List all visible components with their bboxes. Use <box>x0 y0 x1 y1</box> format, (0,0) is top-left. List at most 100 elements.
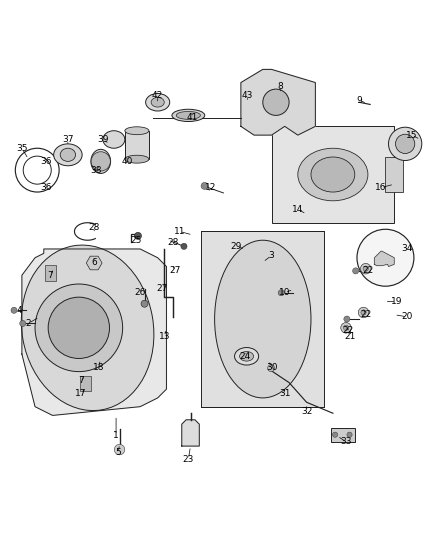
Text: 15: 15 <box>406 131 417 140</box>
Text: 26: 26 <box>134 288 146 297</box>
Bar <box>385 157 403 192</box>
Circle shape <box>343 325 349 330</box>
Text: 22: 22 <box>360 310 371 319</box>
Polygon shape <box>241 69 315 135</box>
Ellipse shape <box>60 148 76 161</box>
Text: 6: 6 <box>91 257 97 266</box>
Ellipse shape <box>176 111 200 119</box>
Circle shape <box>396 134 415 154</box>
Circle shape <box>20 320 26 327</box>
Text: 23: 23 <box>183 455 194 464</box>
Text: 41: 41 <box>187 113 198 122</box>
Text: 43: 43 <box>242 91 253 100</box>
Text: 25: 25 <box>130 236 141 245</box>
Text: 28: 28 <box>167 238 179 247</box>
Text: 30: 30 <box>266 363 277 372</box>
Text: 3: 3 <box>268 251 275 260</box>
Text: 38: 38 <box>91 166 102 175</box>
Text: 34: 34 <box>402 245 413 254</box>
Text: 29: 29 <box>231 243 242 251</box>
Ellipse shape <box>91 149 110 173</box>
Ellipse shape <box>234 348 258 365</box>
Text: 19: 19 <box>391 297 402 306</box>
Text: 20: 20 <box>402 312 413 321</box>
Circle shape <box>48 297 110 359</box>
Ellipse shape <box>151 98 164 107</box>
Circle shape <box>347 432 352 437</box>
Text: 5: 5 <box>115 448 121 457</box>
Text: 37: 37 <box>62 135 74 144</box>
Text: 11: 11 <box>174 227 185 236</box>
Circle shape <box>341 322 351 333</box>
Circle shape <box>114 445 125 455</box>
Polygon shape <box>201 231 324 407</box>
Text: 18: 18 <box>93 363 104 372</box>
Text: 17: 17 <box>75 389 87 398</box>
Text: 7: 7 <box>47 271 53 280</box>
Circle shape <box>358 307 369 318</box>
Text: 31: 31 <box>279 389 290 398</box>
Bar <box>45 265 56 281</box>
Text: 13: 13 <box>159 332 170 341</box>
Text: 9: 9 <box>356 95 362 104</box>
Text: 40: 40 <box>121 157 133 166</box>
Text: 22: 22 <box>362 266 374 276</box>
Text: 2: 2 <box>26 319 31 328</box>
Ellipse shape <box>125 127 149 135</box>
Text: 42: 42 <box>152 91 163 100</box>
Ellipse shape <box>145 93 170 111</box>
Bar <box>331 427 355 442</box>
Text: 8: 8 <box>277 83 283 92</box>
Text: 1: 1 <box>113 431 119 440</box>
Circle shape <box>134 232 141 239</box>
Circle shape <box>332 432 338 437</box>
Circle shape <box>344 316 350 322</box>
Ellipse shape <box>125 155 149 163</box>
Text: 14: 14 <box>292 205 304 214</box>
Text: 33: 33 <box>340 437 352 446</box>
Circle shape <box>141 300 148 307</box>
Text: 16: 16 <box>375 183 387 192</box>
Circle shape <box>360 263 371 274</box>
Circle shape <box>278 290 284 296</box>
Circle shape <box>361 310 366 315</box>
Text: 7: 7 <box>78 376 84 385</box>
Ellipse shape <box>21 245 154 410</box>
Polygon shape <box>86 256 102 270</box>
Circle shape <box>91 152 110 171</box>
Text: 39: 39 <box>97 135 109 144</box>
Text: 21: 21 <box>345 332 356 341</box>
Polygon shape <box>182 420 199 446</box>
Circle shape <box>357 229 414 286</box>
Bar <box>272 126 394 223</box>
Circle shape <box>263 89 289 115</box>
Text: 36: 36 <box>40 183 52 192</box>
Circle shape <box>268 365 275 372</box>
Circle shape <box>11 307 17 313</box>
Text: 22: 22 <box>343 326 354 335</box>
Circle shape <box>181 243 187 249</box>
Circle shape <box>201 182 208 189</box>
Ellipse shape <box>298 148 368 201</box>
Circle shape <box>363 266 368 271</box>
Circle shape <box>35 284 123 372</box>
Text: 35: 35 <box>16 144 28 153</box>
Text: 27: 27 <box>170 266 181 276</box>
Circle shape <box>389 127 422 160</box>
Circle shape <box>353 268 359 274</box>
Ellipse shape <box>103 131 125 148</box>
Polygon shape <box>374 251 394 266</box>
Ellipse shape <box>172 109 205 122</box>
Text: 28: 28 <box>88 223 100 231</box>
Text: 27: 27 <box>156 284 168 293</box>
Text: 32: 32 <box>301 407 312 416</box>
Ellipse shape <box>311 157 355 192</box>
Text: 24: 24 <box>240 352 251 361</box>
Ellipse shape <box>215 240 311 398</box>
Text: 12: 12 <box>205 183 216 192</box>
Bar <box>80 376 91 391</box>
Text: 36: 36 <box>40 157 52 166</box>
Bar <box>125 131 149 159</box>
Ellipse shape <box>240 351 254 361</box>
Polygon shape <box>22 249 166 415</box>
